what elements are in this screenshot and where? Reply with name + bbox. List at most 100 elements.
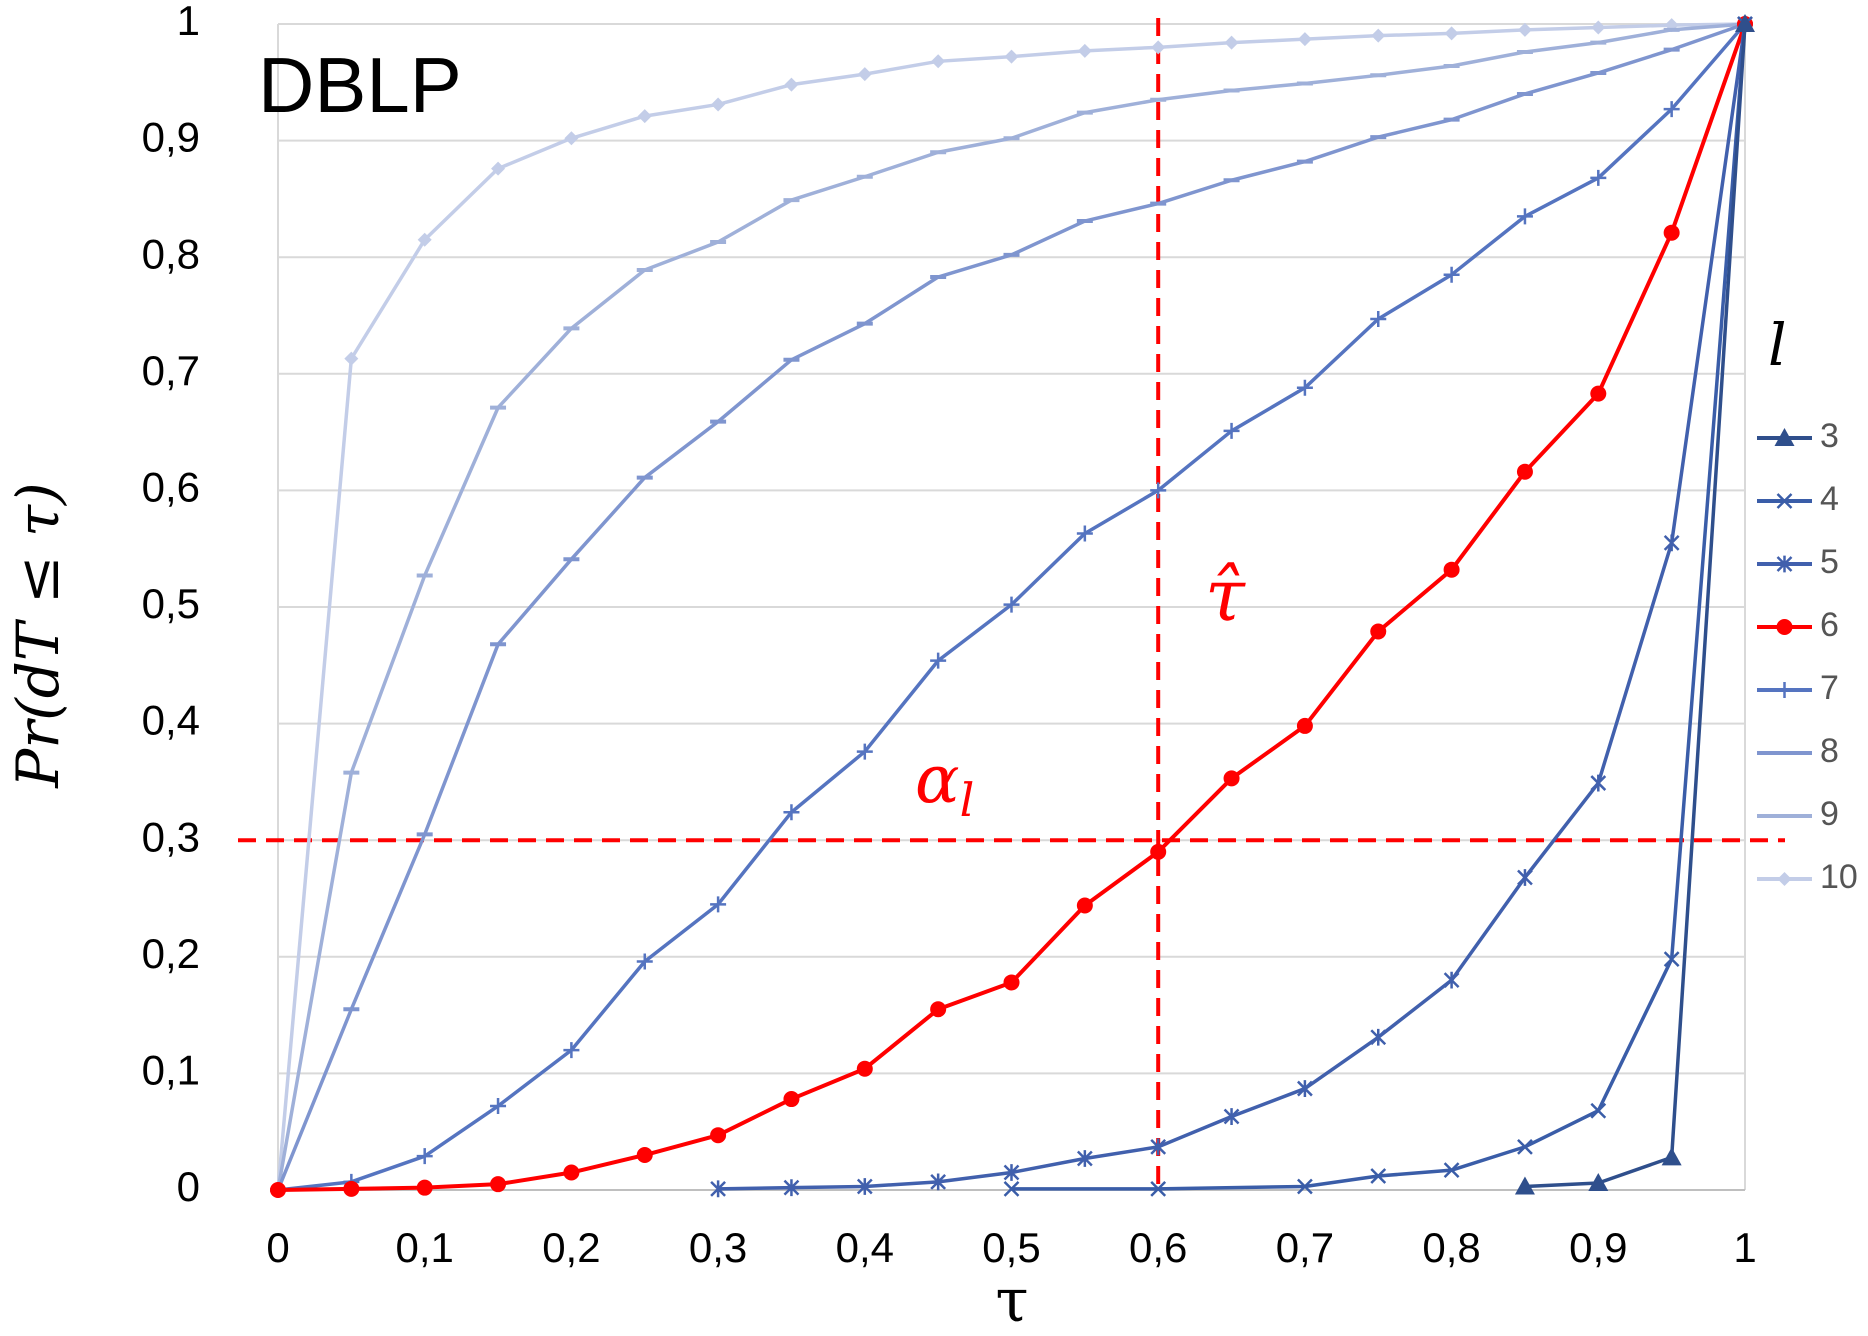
data-point-6 [1003,974,1020,991]
data-point-10 [711,97,726,112]
legend-item-8: 8 [1757,732,1839,770]
legend-swatch-marker [1776,555,1793,573]
x-tick-label: 0,1 [396,1224,454,1271]
legend-title: l [1768,311,1787,379]
legend-item-4: 4 [1757,480,1839,518]
y-tick-label: 0,8 [142,230,200,277]
data-point-6 [1150,843,1167,860]
data-point-6 [1663,224,1680,241]
tau-hat-annotation: τ̂ [1205,553,1246,637]
x-tick-label: 0,8 [1422,1224,1480,1271]
data-point-6 [563,1164,580,1181]
data-point-6 [1296,717,1313,734]
data-point-5 [1590,774,1607,792]
data-point-5 [783,1179,800,1197]
data-point-10 [857,67,872,82]
series-8 [270,22,1753,1192]
legend: 3 4 5 6 7 8 9 10 [1757,417,1858,896]
series-line-3 [1524,23,1747,1189]
legend-item-7: 7 [1757,669,1839,707]
y-tick-label: 1 [177,0,200,44]
data-point-7 [563,1042,580,1059]
threshold-lines [238,18,1785,1190]
data-point-3 [1514,1176,1535,1195]
legend-label: 9 [1820,795,1839,833]
legend-label: 3 [1820,417,1839,455]
y-tick-label: 0,5 [142,580,200,627]
series-layer [270,14,1755,1198]
y-tick-label: 0 [177,1163,200,1210]
legend-label: 10 [1820,858,1858,896]
legend-item-9: 9 [1757,795,1839,833]
data-point-5 [1443,971,1460,989]
data-point-5 [710,1180,726,1198]
data-point-6 [930,1001,947,1018]
data-point-10 [784,77,799,92]
data-point-7 [1370,310,1387,327]
y-tick-label: 0,6 [142,463,200,510]
data-point-5 [1003,1164,1020,1181]
data-point-7 [636,953,653,970]
data-point-6 [1223,770,1240,787]
data-point-6 [1076,897,1093,914]
series-10 [271,17,1752,1197]
data-point-7 [856,743,873,760]
data-point-10 [1444,26,1459,41]
y-tick-label: 0,1 [142,1046,200,1093]
data-point-7 [1443,266,1460,283]
data-point-10 [491,161,506,176]
data-point-7 [1150,482,1167,499]
x-axis-title: τ [995,1266,1028,1336]
data-point-7 [1516,208,1533,225]
legend-item-3: 3 [1757,417,1839,455]
data-point-6 [343,1180,360,1197]
x-tick-label: 0,7 [1276,1224,1334,1271]
data-point-4 [1297,1178,1313,1195]
x-tick-label: 0 [266,1224,289,1271]
data-point-6 [856,1060,873,1077]
legend-label: 4 [1820,480,1839,518]
data-point-5 [1517,869,1533,886]
data-point-6 [1516,463,1533,480]
data-point-7 [1590,169,1607,186]
data-point-5 [1150,1138,1167,1156]
data-point-5 [1297,1080,1313,1097]
data-point-7 [930,652,947,669]
data-point-6 [416,1179,433,1196]
data-point-6 [1590,385,1607,402]
data-point-6 [490,1176,507,1193]
y-tick-label: 0,4 [142,697,200,744]
data-point-6 [710,1127,727,1144]
legend-label: 5 [1820,543,1839,581]
series-4 [1003,16,1753,1197]
x-tick-label: 0,9 [1569,1224,1627,1271]
data-point-5 [856,1178,873,1195]
data-point-10 [1077,43,1092,58]
data-point-6 [783,1091,800,1108]
data-point-4 [1590,1102,1607,1119]
alpha-symbol: α [915,741,960,818]
y-tick-label: 0,7 [142,347,200,394]
series-3 [1514,14,1755,1195]
data-point-10 [417,232,432,247]
data-point-5 [1223,1108,1240,1125]
series-9 [270,22,1753,1192]
data-point-3 [1588,1173,1609,1192]
x-tick-label: 0,2 [542,1224,600,1271]
data-point-10 [1151,40,1166,55]
data-point-4 [1663,951,1680,968]
legend-swatch-marker [1776,493,1793,509]
data-point-10 [1517,22,1532,37]
x-tick-label: 0,4 [836,1224,894,1271]
data-point-10 [1591,20,1606,35]
y-tick-label: 0,2 [142,930,200,977]
data-point-4 [1370,1168,1387,1184]
data-point-3 [1735,14,1755,32]
y-tick-label: 0,9 [142,114,200,161]
chart-title: DBLP [258,41,462,129]
tick-labels: 0 0,1 0,2 0,3 0,4 0,5 0,6 0,7 0,8 0,9 1 0 0,1 0,2 0,3 0… [142,0,1757,1271]
legend-label: 6 [1820,606,1839,644]
series-6 [270,16,1753,1198]
data-point-7 [1003,596,1020,613]
